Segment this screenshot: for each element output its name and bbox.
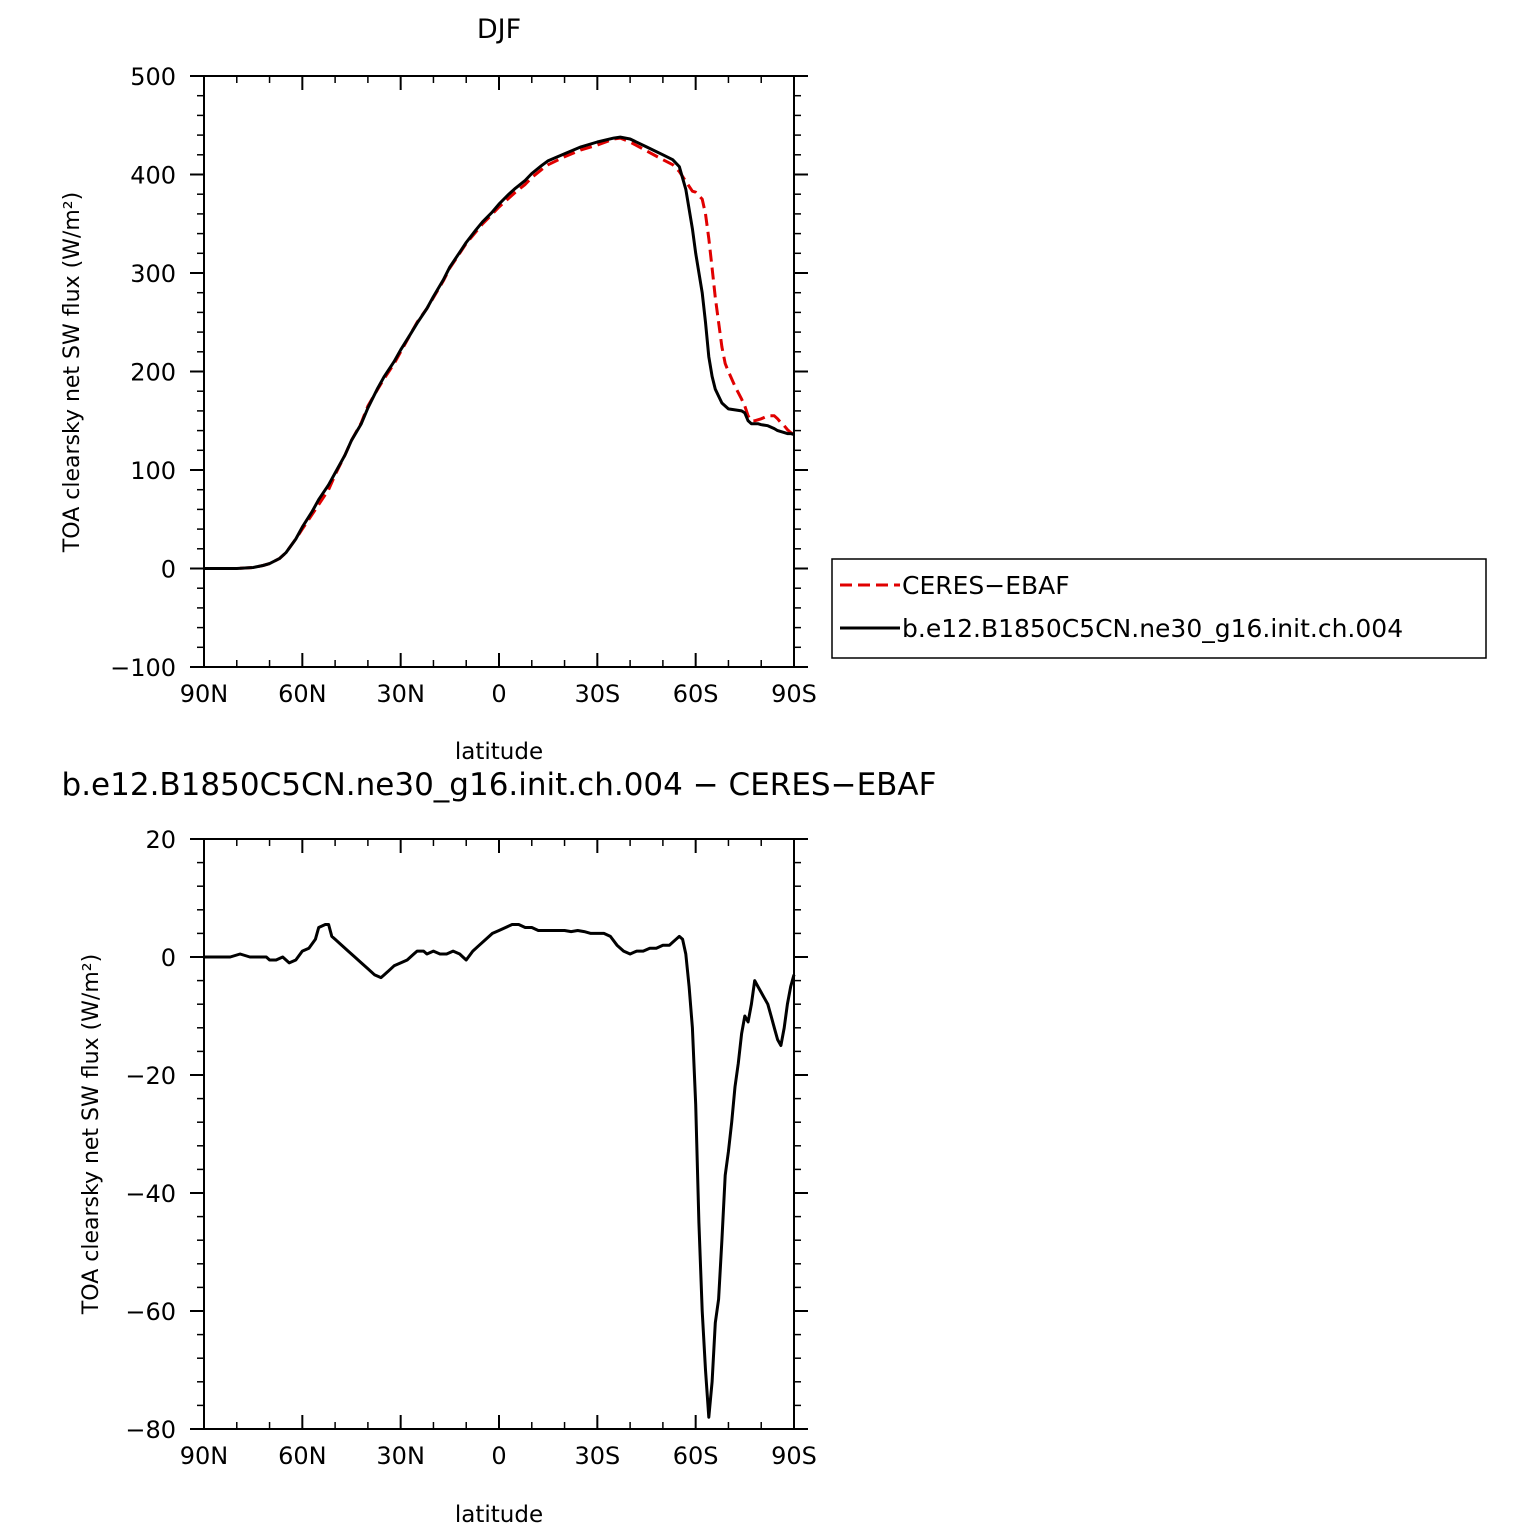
legend-box: [831, 558, 1487, 659]
bottom-chart-axes: 90N 60N 30N 0 30S 60S 90S −80 −60 −40 −20 0 20: [125, 826, 817, 1470]
bottom-chart-plot-frame: [203, 838, 795, 1430]
bottom-x-tick-label: 30S: [574, 1442, 620, 1470]
top-series-line-1: [204, 135, 795, 570]
bottom-chart-series-layer: [204, 923, 796, 1419]
top-chart-series-layer: [204, 135, 795, 570]
bottom-x-tick-label: 60S: [673, 1442, 719, 1470]
legend-label-ceres: CERES−EBAF: [902, 571, 1070, 600]
top-x-tick-label: 0: [491, 680, 506, 708]
top-x-tick-label: 30S: [574, 680, 620, 708]
top-x-tick-label: 90N: [180, 680, 229, 708]
bottom-series-line-0: [204, 923, 796, 1419]
bottom-chart-title: b.e12.B1850C5CN.ne30_g16.init.ch.004 − C…: [62, 767, 937, 803]
top-x-tick-label: 60S: [673, 680, 719, 708]
bottom-y-tick-label: 20: [145, 826, 176, 854]
top-y-tick-label: 500: [130, 63, 176, 91]
top-x-tick-label: 90S: [771, 680, 817, 708]
bottom-x-tick-label: 0: [491, 1442, 506, 1470]
bottom-y-tick-label: −80: [125, 1416, 176, 1444]
top-series-line-0: [204, 136, 795, 570]
top-y-tick-label: 200: [130, 359, 176, 387]
bottom-panel: b.e12.B1850C5CN.ne30_g16.init.ch.004 − C…: [62, 767, 937, 1528]
top-chart-axes: 90N 60N 30N 0 30S 60S 90S −100 0 100 200 300 400 500: [110, 63, 817, 708]
top-x-tick-label: 30N: [376, 680, 425, 708]
top-chart-title: DJF: [477, 14, 521, 45]
bottom-y-tick-label: −60: [125, 1298, 176, 1326]
bottom-x-tick-label: 90N: [180, 1442, 229, 1470]
top-chart-xlabel: latitude: [455, 739, 543, 765]
top-chart-plot-frame: [203, 75, 795, 668]
top-chart-ylabel: TOA clearsky net SW flux (W/m²): [60, 192, 85, 553]
bottom-y-tick-label: −20: [125, 1062, 176, 1090]
top-y-tick-label: 0: [161, 556, 176, 584]
top-y-tick-label: 400: [130, 162, 176, 190]
bottom-x-tick-label: 90S: [771, 1442, 817, 1470]
bottom-x-tick-label: 60N: [278, 1442, 327, 1470]
bottom-y-tick-label: 0: [161, 944, 176, 972]
bottom-chart-ylabel: TOA clearsky net SW flux (W/m²): [79, 954, 104, 1315]
top-y-tick-label: 100: [130, 457, 176, 485]
top-panel: DJF TOA clearsky net SW flux (W/m²) lati…: [60, 14, 817, 765]
top-y-tick-label: −100: [110, 654, 176, 682]
bottom-chart-xlabel: latitude: [455, 1502, 543, 1528]
legend-label-model: b.e12.B1850C5CN.ne30_g16.init.ch.004: [902, 614, 1403, 643]
bottom-y-tick-label: −40: [125, 1180, 176, 1208]
top-y-tick-label: 300: [130, 260, 176, 288]
bottom-x-tick-label: 30N: [376, 1442, 425, 1470]
legend: CERES−EBAF b.e12.B1850C5CN.ne30_g16.init…: [831, 558, 1487, 659]
top-x-tick-label: 60N: [278, 680, 327, 708]
